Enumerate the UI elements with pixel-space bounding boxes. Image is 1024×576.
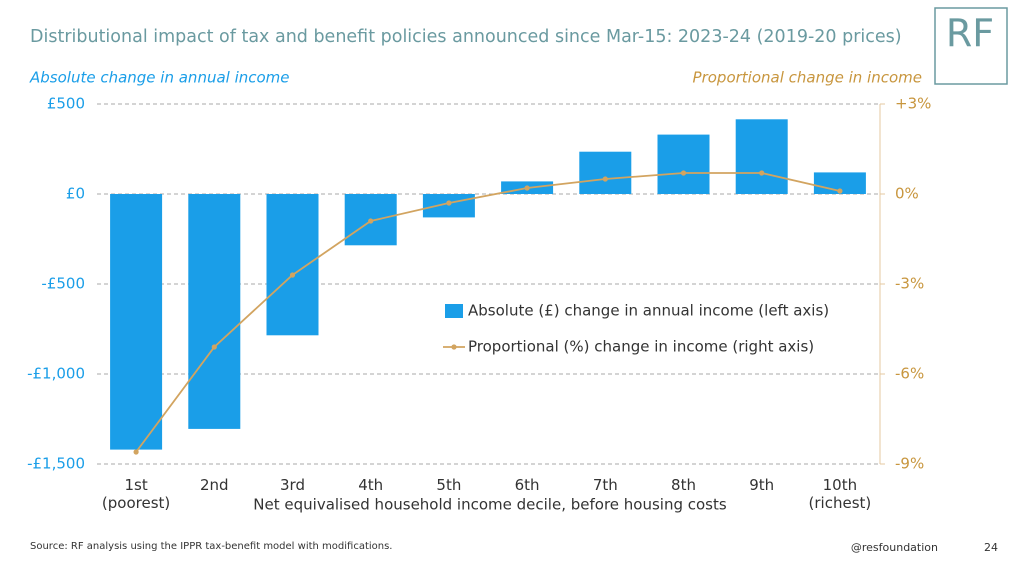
bar <box>657 134 710 194</box>
bar <box>735 119 788 194</box>
y2-tick-label: 0% <box>895 185 919 203</box>
x-axis-title: Net equivalised household income decile,… <box>253 496 727 514</box>
legend-label: Proportional (%) change in income (right… <box>468 338 814 356</box>
bar <box>422 194 475 218</box>
point <box>680 170 687 176</box>
point <box>133 449 139 455</box>
x-tick-label: 8th <box>671 476 696 494</box>
legend-swatch <box>445 304 463 318</box>
page-number: 24 <box>984 541 998 554</box>
point <box>211 344 217 350</box>
point <box>289 272 296 278</box>
legend-swatch-point <box>451 344 457 350</box>
line <box>135 172 841 453</box>
y-tick-label: -£1,500 <box>27 455 85 473</box>
y-tick-label: £0 <box>66 185 85 203</box>
point <box>602 176 608 182</box>
y2-tick-label: +3% <box>895 95 931 113</box>
y-tick-label: -£1,000 <box>27 365 85 383</box>
point <box>837 188 843 194</box>
bar <box>110 194 163 450</box>
logo-box <box>934 7 1008 85</box>
bar <box>188 194 241 429</box>
y2-tick-label: -9% <box>895 455 924 473</box>
y-tick-label: £500 <box>47 95 85 113</box>
legend-label: Absolute (£) change in annual income (le… <box>468 302 829 320</box>
x-tick-label: 6th <box>514 476 540 494</box>
y2-tick-label: -6% <box>895 365 924 383</box>
y2-tick-label: -3% <box>895 275 924 293</box>
bar <box>266 194 319 336</box>
x-tick-label: 2nd <box>200 476 229 494</box>
x-tick-label: 9th <box>749 476 775 494</box>
chart-title: Distributional impact of tax and benefit… <box>30 27 902 47</box>
bar <box>579 151 632 194</box>
point <box>368 218 374 224</box>
point <box>524 185 530 191</box>
x-tick-label: 5th <box>436 476 462 494</box>
logo: RF <box>946 12 994 56</box>
point <box>759 170 765 176</box>
x-tick-label: 4th <box>358 476 384 494</box>
handle: @resfoundation <box>851 541 938 554</box>
y-tick-label: -£500 <box>41 275 85 293</box>
y2-axis-title: Proportional change in income <box>693 69 922 87</box>
y-axis-title: Absolute change in annual income <box>29 69 290 87</box>
source: Source: RF analysis using the IPPR tax-b… <box>30 541 393 552</box>
x-tick-label: 7th <box>592 476 618 494</box>
x-tick-label: 1st (poorest) <box>101 476 171 512</box>
x-tick-label: 10th (richest) <box>808 476 872 512</box>
x-tick-label: 3rd <box>280 476 305 494</box>
point <box>446 200 452 206</box>
